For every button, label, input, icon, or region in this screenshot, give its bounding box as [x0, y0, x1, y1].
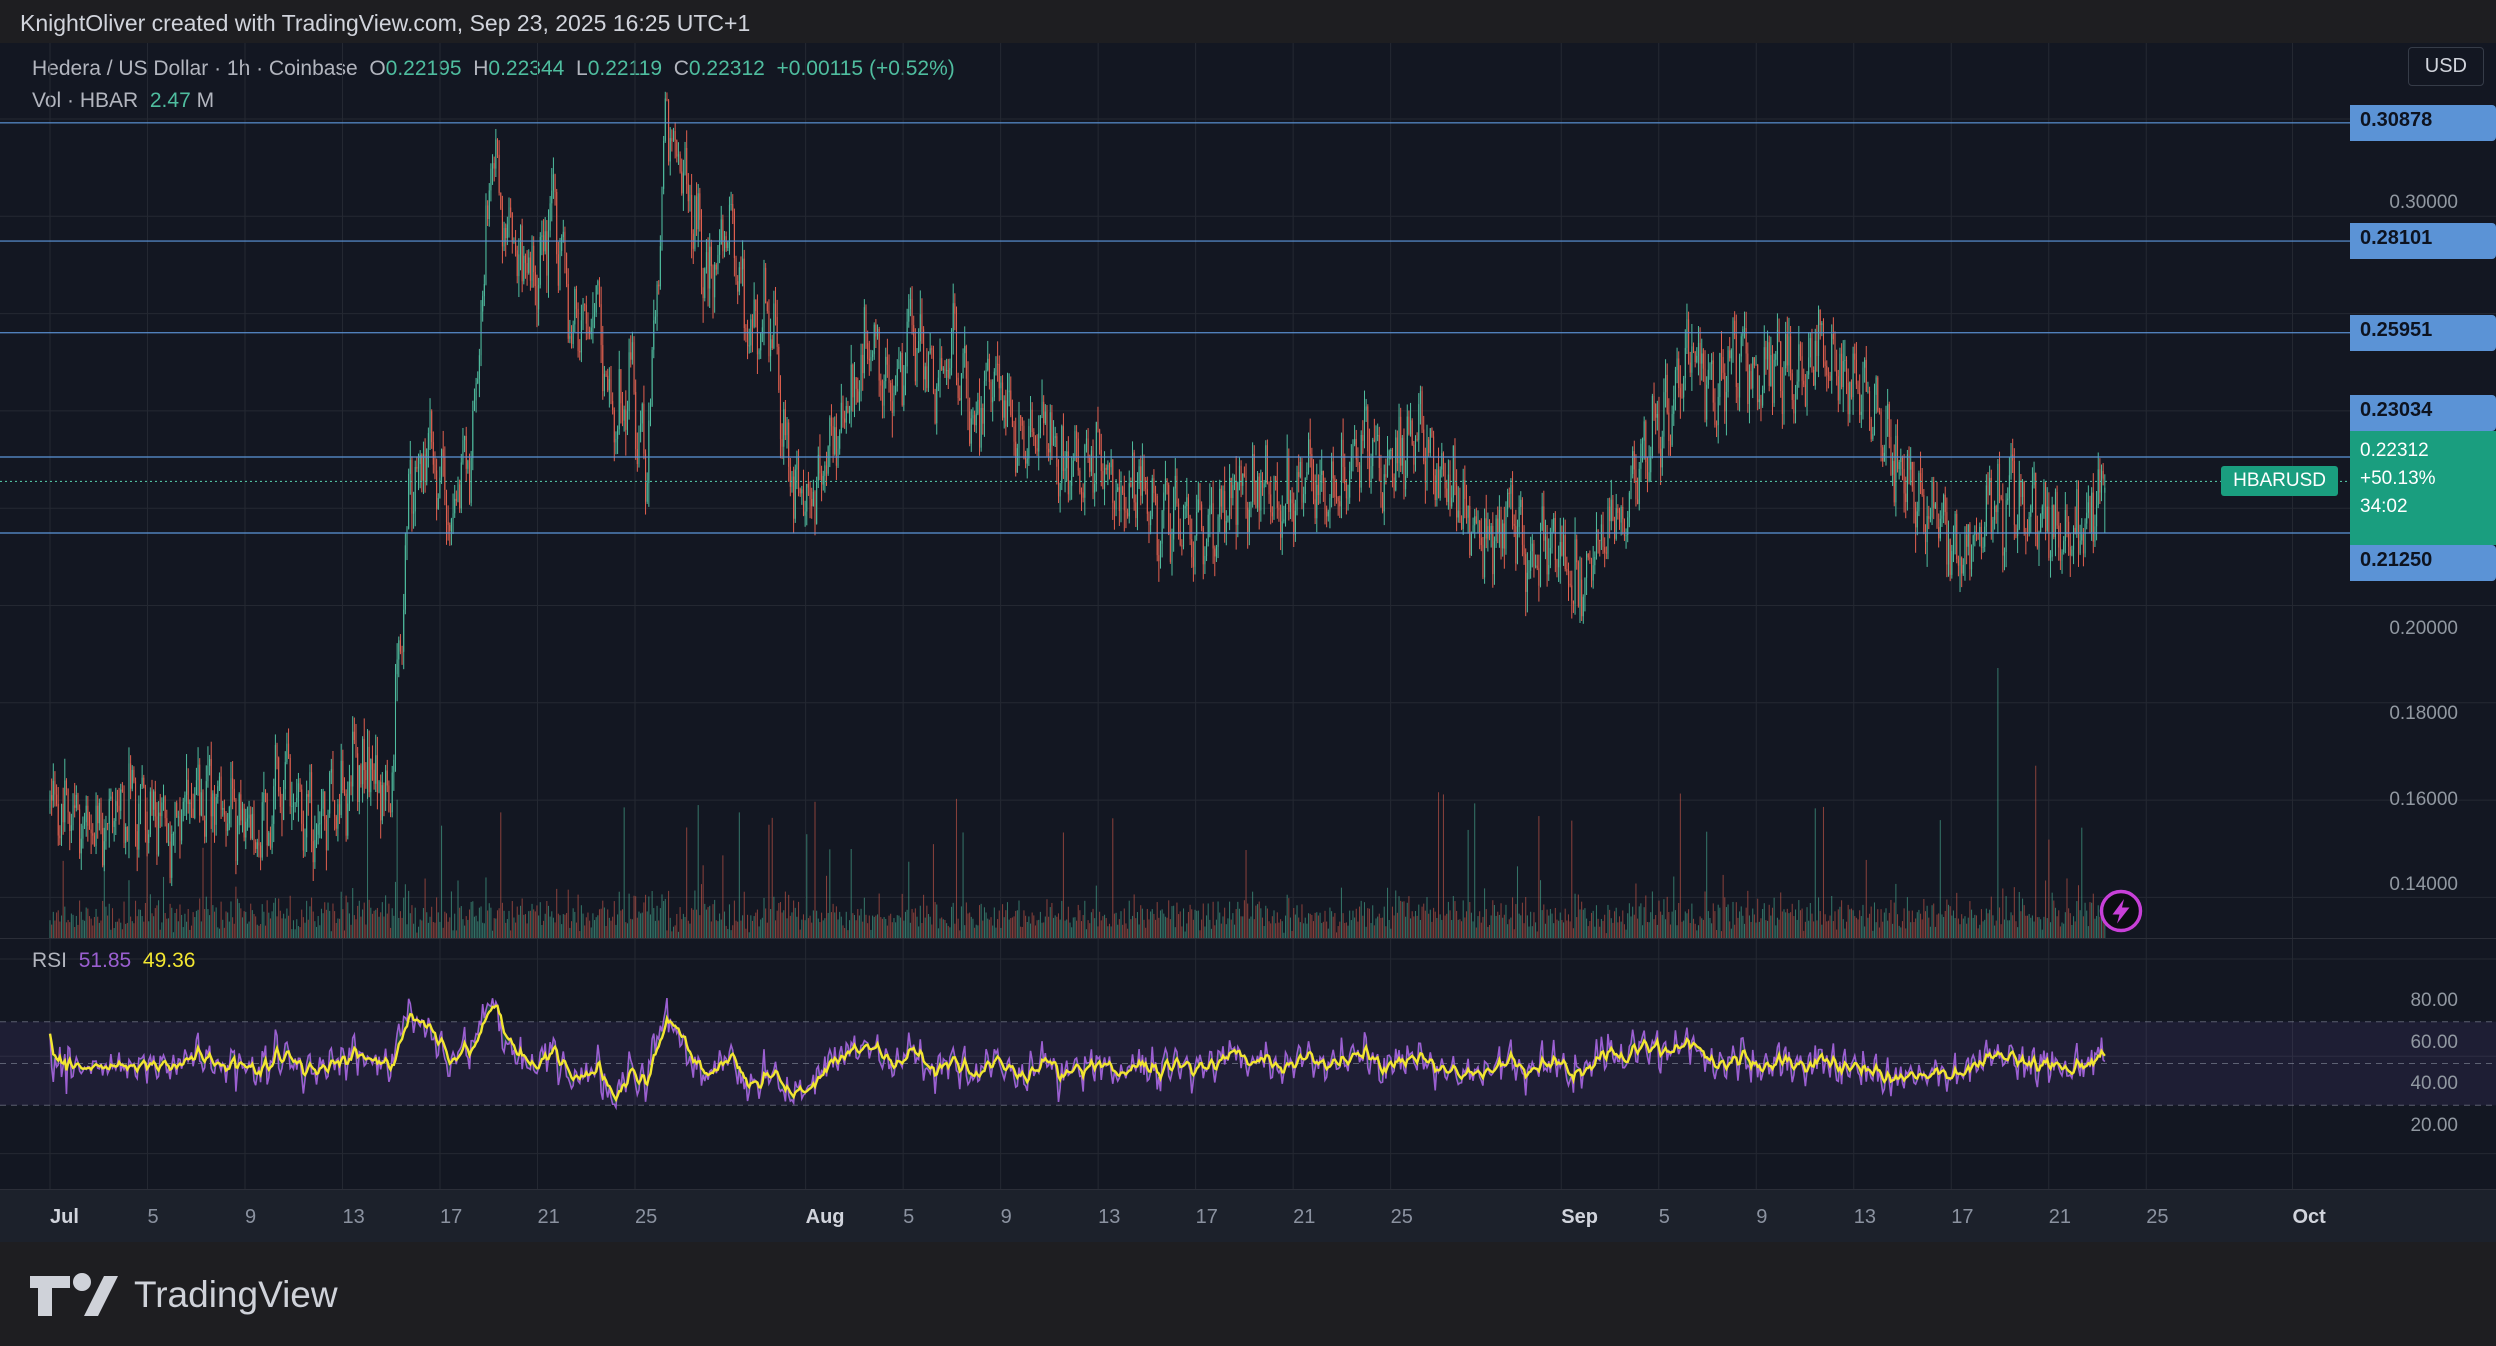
svg-text:TradingView: TradingView: [134, 1274, 338, 1315]
